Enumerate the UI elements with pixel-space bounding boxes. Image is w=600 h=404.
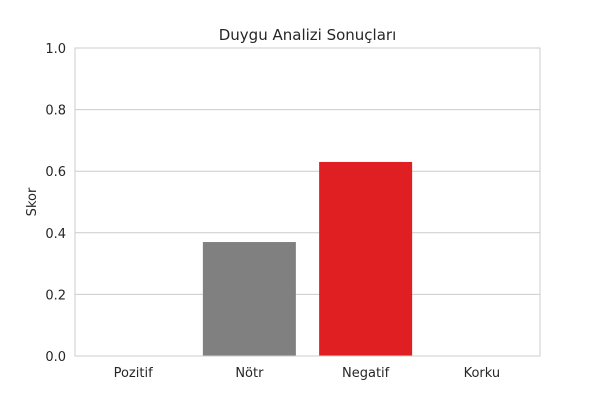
y-tick-labels: 0.0 0.2 0.4 0.6 0.8 1.0	[45, 42, 66, 365]
x-tick-label: Nötr	[235, 366, 264, 381]
y-tick-label: 0.0	[45, 350, 66, 365]
x-tick-label: Korku	[464, 366, 501, 381]
y-tick-label: 0.8	[45, 104, 66, 119]
bar-negatif	[319, 161, 413, 356]
y-axis-label: Skor	[25, 187, 40, 216]
y-tick-label: 0.2	[45, 288, 66, 303]
y-tick-label: 0.6	[45, 165, 66, 180]
bars	[202, 161, 413, 356]
x-tick-labels: Pozitif Nötr Negatif Korku	[114, 366, 501, 381]
grid-lines	[75, 47, 540, 357]
x-tick-label: Negatif	[342, 366, 390, 381]
y-tick-label: 1.0	[45, 42, 66, 57]
bar-nötr	[202, 242, 296, 356]
x-tick-label: Pozitif	[114, 366, 153, 381]
y-tick-label: 0.4	[45, 227, 66, 242]
chart-title: Duygu Analizi Sonuçları	[219, 26, 397, 44]
plot-frame	[74, 47, 541, 357]
